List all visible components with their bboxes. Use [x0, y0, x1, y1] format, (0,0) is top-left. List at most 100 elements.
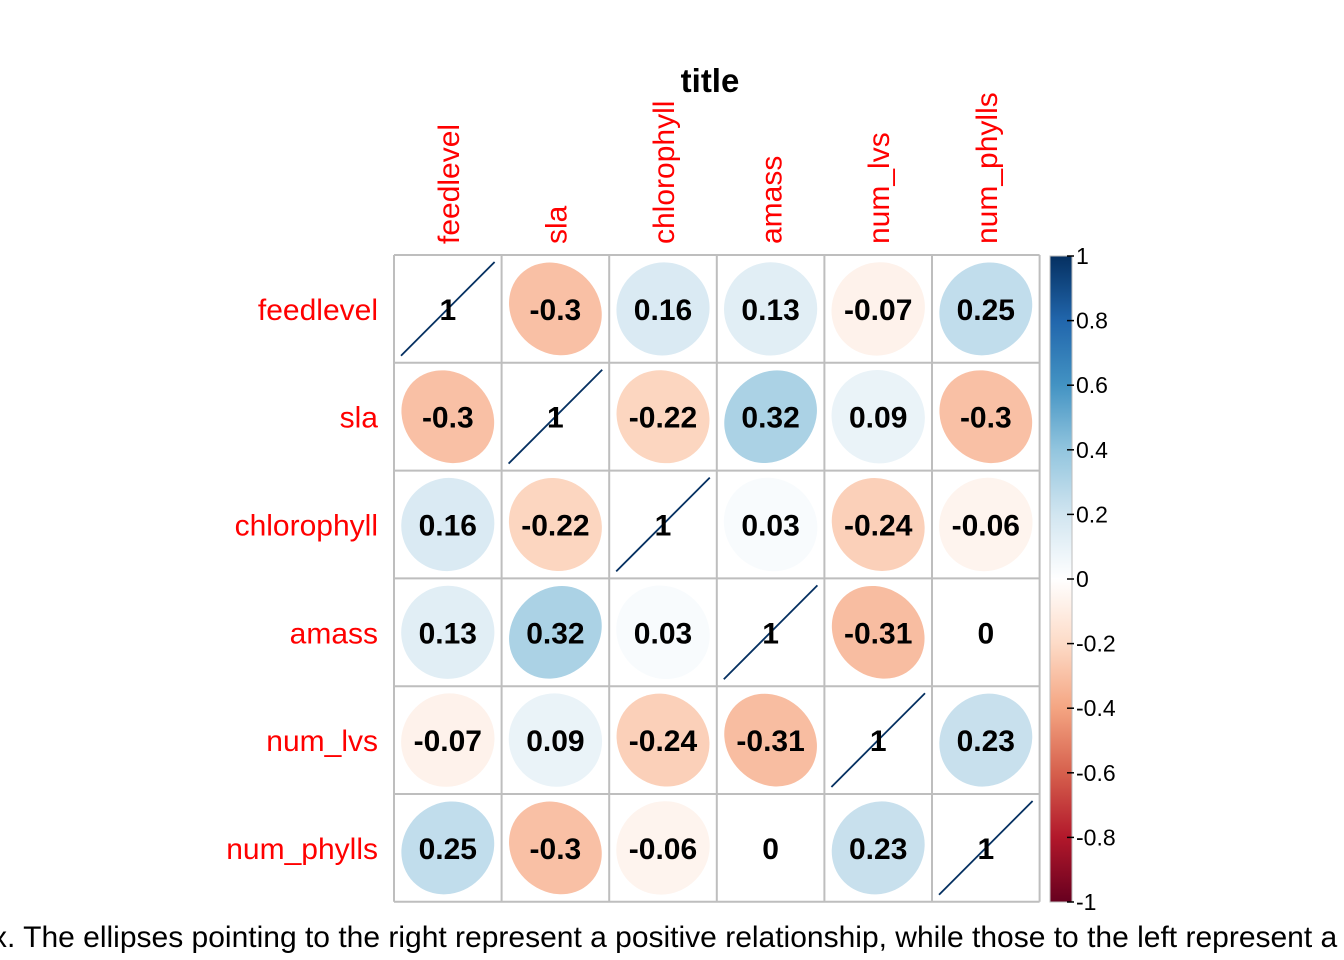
row-label: feedlevel	[258, 294, 378, 327]
diagonal-line	[400, 261, 496, 357]
corr-value-label: -0.22	[629, 402, 697, 435]
corr-value-label: 0.13	[419, 617, 477, 650]
column-label: chlorophyll	[648, 101, 681, 244]
corr-ellipse	[616, 693, 710, 787]
diagonal-line	[830, 692, 926, 788]
corr-value-label: -0.07	[414, 725, 482, 758]
corr-value-label: 0.16	[419, 510, 477, 543]
corr-ellipse	[401, 801, 495, 895]
corr-value-label: 1	[655, 510, 672, 543]
corr-ellipse	[616, 370, 710, 464]
corr-value-label: -0.24	[629, 725, 698, 758]
corr-value-label: -0.24	[844, 510, 913, 543]
corr-value-label: -0.3	[530, 294, 582, 327]
corr-value-label: 0.09	[526, 725, 584, 758]
corr-value-label: 0.13	[741, 294, 799, 327]
corr-ellipse	[831, 370, 925, 464]
colorbar-tick-label: 0	[1076, 566, 1089, 592]
corr-value-label: 0.09	[849, 402, 907, 435]
corr-ellipse	[616, 585, 710, 680]
corr-ellipse	[509, 262, 602, 356]
corr-value-label: 1	[977, 833, 994, 866]
corr-ellipse	[831, 801, 925, 895]
column-labels: feedlevel sla chlorophyll amass num_lvs num_p…	[433, 92, 1004, 244]
corr-value-label: 0.32	[526, 617, 584, 650]
corr-ellipse	[401, 370, 495, 464]
corr-ellipse	[616, 262, 710, 356]
column-label: sla	[540, 205, 573, 244]
colorbar-tick-label: -0.2	[1076, 631, 1116, 657]
corr-value-label: 0.03	[634, 617, 692, 650]
column-label: feedlevel	[433, 124, 466, 244]
corr-value-label: -0.3	[422, 402, 474, 435]
corr-value-label: -0.22	[521, 510, 589, 543]
corr-value-label: -0.07	[844, 294, 912, 327]
corr-ellipse	[831, 478, 925, 571]
colorbar: 1 0.8 0.6 0.4 0.2 0 -0.2 -0.4 -0.6 -0.8 -1	[1049, 243, 1116, 915]
corr-ellipse	[401, 477, 495, 572]
column-label: amass	[756, 156, 789, 244]
corr-ellipse	[401, 693, 495, 787]
diagonal-line	[723, 584, 819, 680]
colorbar-tick-label: -0.4	[1076, 695, 1116, 721]
matrix-cells: 1 -0.3 0.16 0.13 -0.07 0.25-0.3 1 -0.22 0.32 0.09…	[393, 254, 1041, 903]
corr-ellipse	[723, 801, 818, 895]
corr-value-label: 0.16	[634, 294, 692, 327]
corr-ellipse	[939, 693, 1033, 787]
corr-value-label: 0.25	[419, 833, 477, 866]
corr-value-label: -0.3	[960, 402, 1012, 435]
row-label: chlorophyll	[235, 510, 378, 543]
corr-value-label: 0	[762, 833, 779, 866]
corr-value-label: 0	[977, 617, 994, 650]
column-label: num_phylls	[971, 92, 1004, 244]
corr-ellipse	[939, 370, 1033, 464]
colorbar-tick-label: -0.6	[1076, 760, 1116, 786]
corr-value-label: 0.03	[741, 510, 799, 543]
corr-ellipse	[723, 477, 818, 572]
row-label: amass	[290, 617, 378, 650]
colorbar-tick-label: -0.8	[1076, 824, 1116, 850]
corr-ellipse	[401, 585, 495, 679]
figure-caption: x. The ellipses pointing to the right re…	[0, 921, 1344, 954]
corr-value-label: 1	[762, 617, 779, 650]
corr-value-label: -0.06	[629, 833, 697, 866]
corr-ellipse	[831, 262, 925, 356]
colorbar-tick-label: 0.6	[1076, 372, 1108, 398]
colorbar-tick-label: 1	[1076, 243, 1089, 269]
colorbar-tick-label: 0.4	[1076, 437, 1108, 463]
corr-value-label: 1	[547, 402, 564, 435]
corr-value-label: 1	[870, 725, 887, 758]
corr-ellipse	[939, 262, 1033, 356]
corr-ellipse	[509, 801, 602, 895]
diagonal-line	[507, 369, 603, 465]
corr-value-label: 0.23	[849, 833, 907, 866]
column-label: num_lvs	[863, 132, 896, 244]
chart-title: title	[681, 62, 740, 99]
corr-value-label: 1	[439, 294, 456, 327]
row-labels: feedlevel sla chlorophyll amass num_lvs num_p…	[226, 294, 378, 866]
colorbar-tick-label: 0.2	[1076, 501, 1108, 527]
corr-ellipse	[831, 585, 925, 679]
row-label: num_lvs	[266, 725, 378, 758]
diagonal-line	[938, 800, 1034, 896]
corr-ellipse	[508, 693, 603, 787]
colorbar-tick-label: -1	[1076, 889, 1096, 915]
corr-value-label: -0.31	[736, 725, 804, 758]
corr-ellipse	[723, 262, 818, 356]
corr-ellipse	[509, 585, 602, 679]
corr-value-label: -0.3	[530, 833, 582, 866]
corr-ellipse	[724, 370, 817, 464]
correlation-chart: title 1 -0.3 0.16 0.13 -0.07 0.25-0.3 1 -0.22 0.…	[226, 62, 1116, 915]
corr-value-label: 0.25	[957, 294, 1015, 327]
corr-value-label: 0.32	[741, 402, 799, 435]
corr-value-label: -0.06	[952, 510, 1020, 543]
corr-ellipse	[508, 478, 602, 571]
row-label: num_phylls	[226, 833, 378, 866]
corr-ellipse	[939, 477, 1033, 572]
corr-value-label: -0.31	[844, 617, 912, 650]
corr-ellipse	[616, 801, 710, 895]
colorbar-tick-label: 0.8	[1076, 308, 1108, 334]
corr-ellipse	[939, 585, 1033, 680]
row-label: sla	[340, 402, 379, 435]
corr-ellipse	[724, 693, 817, 787]
